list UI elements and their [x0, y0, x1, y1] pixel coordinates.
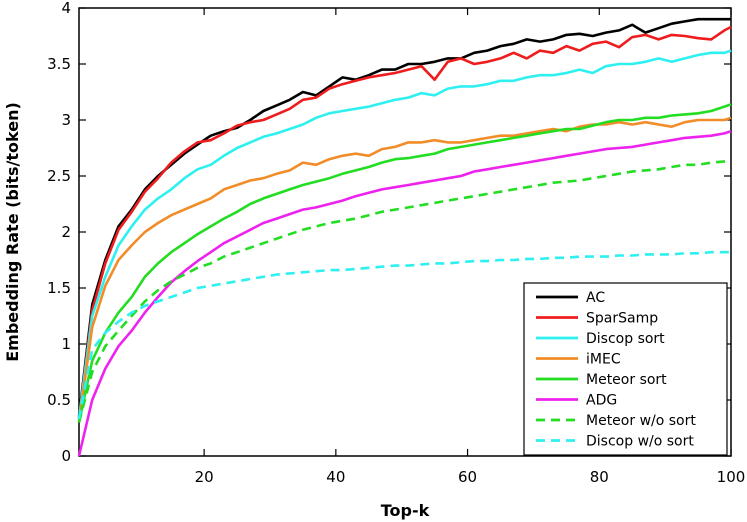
- legend-label-ac: AC: [586, 290, 605, 306]
- x-tick-label: 40: [326, 468, 345, 486]
- x-axis-title: Top-k: [381, 501, 430, 520]
- axes: 0 0.5 1 1.5 2 2.5 3 3.5 4 20 40 60 80 100: [47, 0, 745, 486]
- series-line-sparsamp: [77, 25, 732, 420]
- legend-label-meteor-sort: Meteor sort: [586, 372, 667, 388]
- y-tick-label: 0.5: [47, 391, 71, 409]
- y-tick-label: 1.5: [47, 279, 71, 297]
- series-line-discop-w-o-sort: [77, 250, 731, 420]
- series-line-meteor-w-o-sort: [77, 159, 732, 423]
- y-tick-label: 2: [61, 223, 71, 241]
- y-tick-label: 2.5: [47, 167, 71, 185]
- legend-label-meteor-w-o-sort: Meteor w/o sort: [586, 413, 696, 429]
- series-line-ac: [77, 17, 731, 417]
- series-lines: [77, 17, 732, 457]
- legend-label-adg: ADG: [586, 393, 617, 409]
- x-tick-label: 20: [195, 468, 214, 486]
- x-tick-label: 100: [717, 468, 746, 486]
- series-line-meteor-sort: [77, 103, 732, 423]
- legend-box: [523, 282, 728, 456]
- legend: AC SparSamp Discop sort iMEC Meteor sort ADG M…: [523, 282, 728, 456]
- y-tick-label: 3.5: [47, 55, 71, 73]
- legend-label-imec: iMEC: [586, 352, 621, 368]
- series-line-adg: [77, 129, 732, 457]
- y-tick-label: 3: [61, 111, 71, 129]
- x-tick-label: 60: [458, 468, 477, 486]
- legend-label-sparsamp: SparSamp: [586, 311, 658, 327]
- y-axis-title: Embedding Rate (bits/token): [3, 102, 22, 362]
- legend-label-discop-sort: Discop sort: [586, 331, 665, 347]
- series-line-discop-sort: [77, 49, 732, 420]
- y-tick-label: 0: [61, 447, 71, 465]
- legend-label-discop-w-o-sort: Discop w/o sort: [586, 434, 694, 450]
- series-line-imec: [77, 116, 732, 423]
- y-tick-label: 4: [61, 0, 71, 17]
- x-tick-label: 80: [590, 468, 609, 486]
- y-tick-label: 1: [61, 335, 71, 353]
